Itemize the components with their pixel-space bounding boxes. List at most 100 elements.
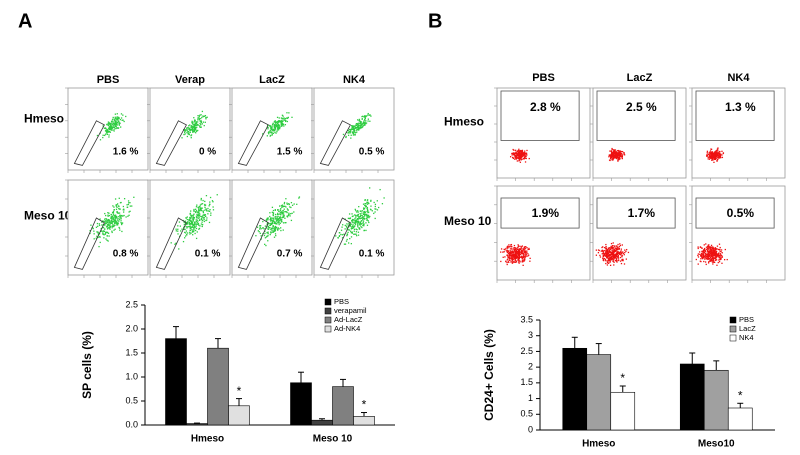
event-dot xyxy=(275,233,276,234)
event-dot xyxy=(196,206,197,207)
event-dot xyxy=(110,220,111,221)
event-dot xyxy=(188,131,189,132)
event-dot xyxy=(119,219,120,220)
event-dot xyxy=(260,227,261,228)
event-dot xyxy=(286,216,287,217)
event-dot xyxy=(264,235,265,236)
event-dot xyxy=(607,256,608,257)
event-dot xyxy=(614,151,615,152)
event-dot xyxy=(377,200,378,201)
event-dot xyxy=(288,203,289,204)
event-dot xyxy=(106,240,107,241)
event-dot xyxy=(608,253,609,254)
event-dot xyxy=(625,251,626,252)
event-dot xyxy=(511,246,512,247)
event-dot xyxy=(204,221,205,222)
event-dot xyxy=(719,249,720,250)
event-dot xyxy=(705,261,706,262)
event-dot xyxy=(281,221,282,222)
event-dot xyxy=(93,230,94,231)
event-dot xyxy=(114,209,115,210)
event-dot xyxy=(518,261,519,262)
event-dot xyxy=(706,256,707,257)
event-dot xyxy=(363,120,364,121)
event-dot xyxy=(612,254,613,255)
event-dot xyxy=(721,263,722,264)
event-dot xyxy=(605,253,606,254)
event-dot xyxy=(103,237,104,238)
bar xyxy=(587,355,611,430)
event-dot xyxy=(112,129,113,130)
event-dot xyxy=(622,158,623,159)
event-dot xyxy=(267,229,268,230)
event-dot xyxy=(187,221,188,222)
event-dot xyxy=(112,226,113,227)
event-dot xyxy=(286,212,287,213)
event-dot xyxy=(705,253,706,254)
event-dot xyxy=(192,231,193,232)
event-dot xyxy=(194,217,195,218)
event-dot xyxy=(362,210,363,211)
event-dot xyxy=(200,118,201,119)
event-dot xyxy=(271,134,272,135)
event-dot xyxy=(275,209,276,210)
event-dot xyxy=(358,217,359,218)
event-dot xyxy=(361,224,362,225)
event-dot xyxy=(624,263,625,264)
event-dot xyxy=(193,225,194,226)
event-dot xyxy=(356,123,357,124)
event-dot xyxy=(518,154,519,155)
event-dot xyxy=(197,207,198,208)
event-dot xyxy=(614,155,615,156)
legend-swatch xyxy=(325,317,331,323)
legend-label: LacZ xyxy=(739,324,756,333)
event-dot xyxy=(99,225,100,226)
event-dot xyxy=(719,259,720,260)
event-dot xyxy=(514,256,515,257)
event-dot xyxy=(352,132,353,133)
event-dot xyxy=(362,126,363,127)
event-dot xyxy=(713,262,714,263)
event-dot xyxy=(189,232,190,233)
event-dot xyxy=(718,257,719,258)
event-dot xyxy=(523,257,524,258)
event-dot xyxy=(350,137,351,138)
event-dot xyxy=(108,219,109,220)
event-dot xyxy=(285,222,286,223)
event-dot xyxy=(197,117,198,118)
gate-percent: 1.7% xyxy=(628,206,656,220)
event-dot xyxy=(217,194,218,195)
event-dot xyxy=(267,226,268,227)
event-dot xyxy=(115,122,116,123)
event-dot xyxy=(272,207,273,208)
event-dot xyxy=(192,131,193,132)
event-dot xyxy=(99,236,100,237)
x-tick-label: Hmeso xyxy=(191,434,224,445)
event-dot xyxy=(697,255,698,256)
event-dot xyxy=(705,250,706,251)
event-dot xyxy=(260,228,261,229)
event-dot xyxy=(115,128,116,129)
event-dot xyxy=(179,221,180,222)
event-dot xyxy=(622,259,623,260)
event-dot xyxy=(192,223,193,224)
event-dot xyxy=(363,204,364,205)
event-dot xyxy=(105,130,106,131)
event-dot xyxy=(718,157,719,158)
event-dot xyxy=(177,229,178,230)
event-dot xyxy=(292,205,293,206)
event-dot xyxy=(369,187,370,188)
event-dot xyxy=(351,236,352,237)
event-dot xyxy=(291,117,292,118)
event-dot xyxy=(199,228,200,229)
gate-percent: 0.7 % xyxy=(277,249,303,260)
y-tick-label: 3.5 xyxy=(520,314,533,324)
event-dot xyxy=(523,265,524,266)
row-label: Meso 10 xyxy=(444,214,492,228)
event-dot xyxy=(196,216,197,217)
event-dot xyxy=(599,255,600,256)
event-dot xyxy=(714,252,715,253)
event-dot xyxy=(282,212,283,213)
event-dot xyxy=(280,209,281,210)
event-dot xyxy=(712,248,713,249)
